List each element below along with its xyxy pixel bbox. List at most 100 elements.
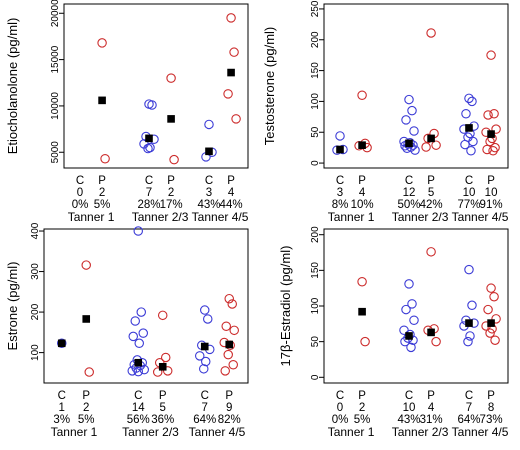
y-tick-label: 20000 xyxy=(50,0,61,27)
chart-panel-1: 5000 10000 15000 20000 Etiocholanolone (pg/m… xyxy=(5,0,249,224)
data-point xyxy=(489,108,499,119)
group-code-label: P xyxy=(159,390,167,402)
data-point xyxy=(160,352,171,363)
group-percent-label: 36% xyxy=(151,414,174,426)
y-tick-label: 5000 xyxy=(50,141,61,164)
group-percent-label: 28% xyxy=(137,199,160,211)
data-point xyxy=(201,356,211,367)
data-point xyxy=(229,325,239,336)
y-tick-label: 0 xyxy=(310,160,321,166)
group-code-label: P xyxy=(82,390,90,402)
data-point xyxy=(461,108,471,119)
y-axis-label: Etiocholanolone (pg/ml) xyxy=(5,18,20,155)
group-code-label: P xyxy=(427,390,435,402)
group-n-label: 2 xyxy=(359,402,365,414)
group-code-label: C xyxy=(58,390,66,402)
group-code-label: P xyxy=(487,175,495,187)
y-tick-label: 10000 xyxy=(50,92,61,120)
data-point xyxy=(152,367,163,377)
mean-marker xyxy=(98,96,106,105)
group-code-label: P xyxy=(98,175,106,187)
data-point xyxy=(229,47,239,57)
data-point xyxy=(226,13,236,23)
data-point xyxy=(489,291,499,302)
mean-marker xyxy=(358,307,366,316)
data-point xyxy=(467,300,477,311)
data-point xyxy=(97,38,107,48)
data-point xyxy=(404,94,414,105)
data-point xyxy=(467,96,477,107)
mean-marker xyxy=(200,342,209,351)
data-point xyxy=(483,110,493,120)
group-n-label: 8 xyxy=(488,402,494,414)
mean-marker xyxy=(134,358,143,367)
group-percent-label: 56% xyxy=(127,414,150,426)
y-tick-label: 100 xyxy=(30,344,41,361)
group-percent-label: 43% xyxy=(397,414,420,426)
data-point xyxy=(357,90,367,100)
data-point xyxy=(483,304,493,315)
group-n-label: 12 xyxy=(403,187,416,199)
data-point xyxy=(133,226,143,236)
data-point xyxy=(464,264,474,275)
data-point xyxy=(407,299,417,309)
y-tick-label: 150 xyxy=(310,262,321,279)
data-point xyxy=(404,279,414,289)
data-point xyxy=(490,335,500,345)
group-percent-label: 44% xyxy=(220,199,243,211)
mean-marker xyxy=(405,332,413,340)
mean-marker xyxy=(336,145,344,154)
data-point xyxy=(200,305,210,315)
data-point xyxy=(426,28,436,38)
group-percent-label: 17% xyxy=(160,199,183,211)
data-point xyxy=(464,93,474,104)
group-n-label: 2 xyxy=(83,402,89,414)
tanner-stage-label: Tanner 2/3 xyxy=(392,210,449,224)
tanner-stage-label: Tanner 4/5 xyxy=(452,210,509,224)
data-point xyxy=(400,336,410,347)
y-tick-label: 50 xyxy=(310,126,321,138)
plot-frame xyxy=(63,3,249,169)
group-code-label: P xyxy=(225,390,233,402)
data-point xyxy=(139,364,149,375)
data-point xyxy=(465,331,475,341)
tanner-stage-label: Tanner 4/5 xyxy=(192,210,249,224)
group-percent-label: 64% xyxy=(457,414,480,426)
tanner-stage-label: Tanner 1 xyxy=(68,210,115,224)
group-percent-label: 82% xyxy=(218,414,241,426)
data-point xyxy=(463,336,473,347)
group-code-label: C xyxy=(145,175,153,187)
y-tick-label: 250 xyxy=(310,0,321,17)
group-percent-label: 31% xyxy=(420,414,443,426)
tanner-stage-label: Tanner 2/3 xyxy=(122,425,179,439)
y-tick-label: 100 xyxy=(310,93,321,110)
group-code-label: P xyxy=(358,175,366,187)
data-point xyxy=(431,336,441,347)
data-point xyxy=(360,336,370,347)
data-point xyxy=(220,366,230,376)
tanner-stage-label: Tanner 2/3 xyxy=(392,425,449,439)
data-point xyxy=(426,247,436,257)
y-tick-label: 150 xyxy=(310,62,321,79)
group-percent-label: 5% xyxy=(94,199,111,211)
group-n-label: 3 xyxy=(206,187,212,199)
group-n-label: 10 xyxy=(403,402,416,414)
group-n-label: 7 xyxy=(202,402,208,414)
tanner-stage-label: Tanner 1 xyxy=(328,210,375,224)
data-point xyxy=(127,366,137,376)
group-percent-label: 73% xyxy=(480,414,503,426)
data-point xyxy=(227,299,237,309)
y-tick-label: 300 xyxy=(30,263,41,280)
tanner-stage-label: Tanner 4/5 xyxy=(452,425,509,439)
data-point xyxy=(157,310,168,321)
y-tick-label: 50 xyxy=(310,336,321,348)
group-code-label: C xyxy=(201,390,209,402)
data-point xyxy=(134,338,144,349)
tanner-stage-label: Tanner 2/3 xyxy=(132,210,189,224)
mean-marker xyxy=(205,147,213,156)
group-n-label: 0 xyxy=(337,402,343,414)
mean-marker xyxy=(358,141,366,149)
data-point xyxy=(231,114,241,124)
